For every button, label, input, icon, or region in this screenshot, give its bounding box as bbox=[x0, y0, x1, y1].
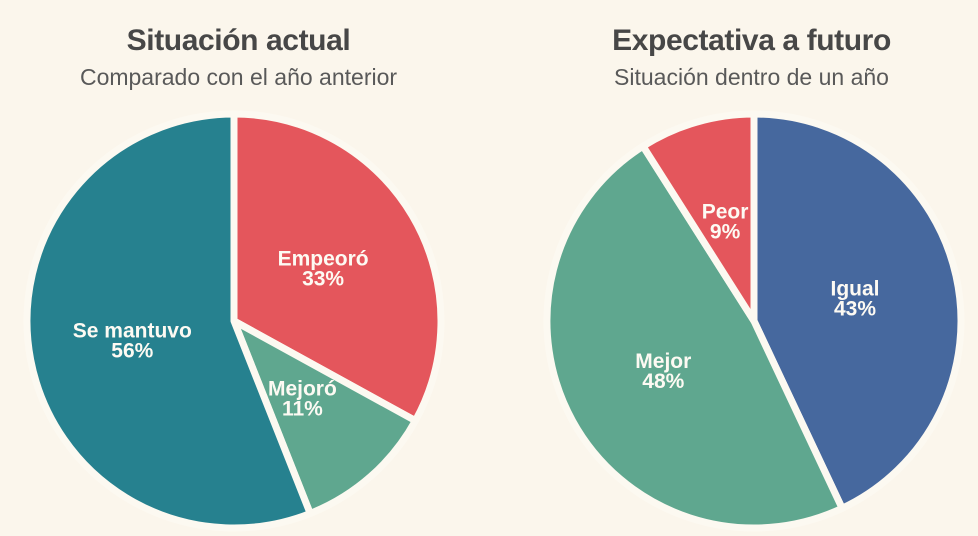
chart-title: Expectativa a futuro bbox=[612, 24, 891, 57]
pie-svg-expectativa-a-futuro: Igual 43% Mejor 48% Peor 9% bbox=[543, 110, 965, 532]
pie-chart-situacion-actual: Situación actual Comparado con el año an… bbox=[0, 0, 483, 532]
pie-slice-mejoro bbox=[230, 317, 419, 517]
pie-slice-empeoro bbox=[230, 110, 445, 425]
pie-slice-se-mantuvo bbox=[23, 110, 314, 532]
pie-slice-label-peor: Peor 9% bbox=[702, 201, 749, 244]
pie-slice-label-mejoro: Mejoró 11% bbox=[268, 378, 337, 421]
chart-header: Expectativa a futuro Situación dentro de… bbox=[507, 0, 978, 90]
chart-subtitle: Situación dentro de un año bbox=[614, 63, 889, 90]
pie-slice-label-se-mantuvo: Se mantuvo 56% bbox=[73, 319, 192, 362]
pie-slice-label-igual: Igual 43% bbox=[830, 277, 879, 320]
pie-slice-label-empeoro: Empeoró 33% bbox=[278, 247, 369, 290]
chart-header: Situación actual Comparado con el año an… bbox=[0, 0, 483, 90]
pie-slice-igual bbox=[750, 110, 965, 512]
chart-title: Situación actual bbox=[126, 24, 351, 57]
pie-slice-label-mejor: Mejor 48% bbox=[635, 350, 691, 393]
pie-slice-mejor bbox=[543, 142, 846, 532]
pie-chart-expectativa-a-futuro: Expectativa a futuro Situación dentro de… bbox=[489, 0, 978, 536]
chart-subtitle: Comparado con el año anterior bbox=[79, 63, 398, 90]
pie-slice-peor bbox=[639, 110, 758, 325]
pie-svg-situacion-actual: Empeoró 33% Mejoró 11% Se mantuvo 56% bbox=[23, 110, 445, 532]
